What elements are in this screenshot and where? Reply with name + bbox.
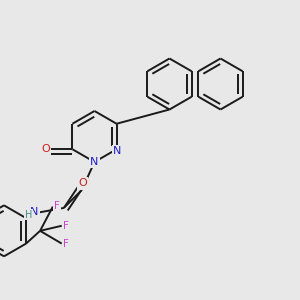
- Text: N: N: [30, 207, 38, 218]
- Text: N: N: [113, 146, 122, 156]
- Text: H: H: [25, 209, 32, 220]
- Text: F: F: [63, 238, 69, 249]
- Text: O: O: [41, 144, 50, 154]
- Text: F: F: [63, 221, 69, 231]
- Text: F: F: [54, 201, 60, 211]
- Text: O: O: [78, 178, 87, 188]
- Text: N: N: [90, 157, 99, 167]
